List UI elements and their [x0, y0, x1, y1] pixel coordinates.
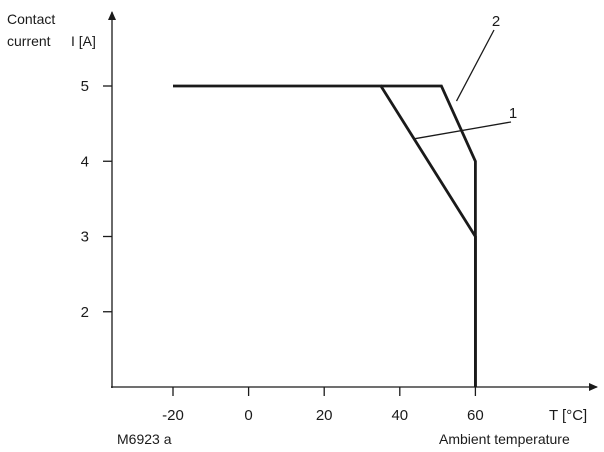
x-axis-label-word: Ambient temperature: [439, 431, 570, 447]
y-tick-label: 2: [81, 304, 89, 321]
y-tick-label: 3: [81, 229, 89, 246]
curve-label-1: 1: [509, 105, 517, 122]
y-tick-label: 4: [81, 153, 89, 170]
figure-code: M6923 a: [117, 431, 172, 447]
y-tick-label: 5: [81, 78, 89, 95]
leader-line-1: [414, 121, 512, 140]
series-line-1: [173, 84, 477, 387]
x-tick-label: 20: [316, 407, 333, 424]
series-lines: [173, 84, 477, 387]
x-tick-label: 40: [391, 407, 408, 424]
x-axis-label-symbol: T [°C]: [549, 407, 587, 424]
y-axis-label-symbol: I [A]: [71, 33, 96, 49]
x-tick-label: -20: [162, 407, 184, 424]
y-axis-label-word-line2: current: [7, 33, 51, 49]
y-axis-label-word-line1: Contact: [7, 11, 55, 27]
leader-line-2: [455, 29, 495, 102]
series-line-2: [380, 84, 477, 387]
curve-label-leaders: 12: [414, 13, 517, 140]
axes: [108, 11, 598, 391]
ticks: 2 3 4 5 -20 0 20 40 60: [81, 78, 484, 424]
x-tick-label: 0: [244, 407, 252, 424]
curve-label-2: 2: [492, 13, 500, 30]
x-tick-label: 60: [467, 407, 484, 424]
